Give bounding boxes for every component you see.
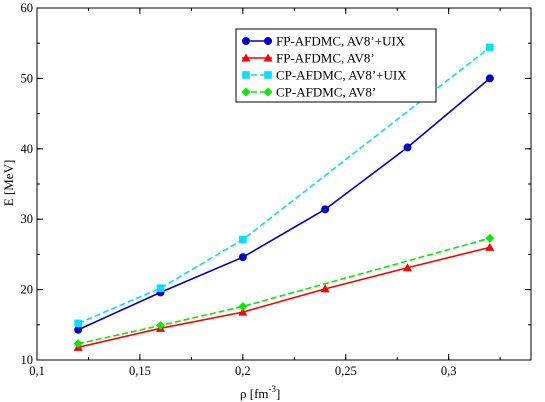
legend-item: FP-AFDMC, AV8’ — [241, 51, 375, 66]
x-tick-label: 0,25 — [335, 364, 357, 378]
legend-item: FP-AFDMC, AV8’+UIX — [242, 34, 406, 49]
y-tick-label: 60 — [21, 1, 34, 15]
data-point — [74, 319, 82, 328]
legend-marker — [263, 87, 273, 97]
axis-ticks — [36, 7, 531, 361]
data-point — [156, 284, 165, 292]
data-point — [485, 74, 494, 83]
legend-item: CP-AFDMC, AV8’ — [241, 85, 376, 100]
legend-label: FP-AFDMC, AV8’ — [276, 51, 375, 66]
data-point — [239, 235, 247, 244]
x-axis-label: ρ [fm-3] — [240, 384, 280, 401]
data-point — [238, 307, 248, 316]
legend-marker — [263, 53, 273, 62]
legend-label: CP-AFDMC, AV8’+UIX — [276, 68, 407, 83]
series-line — [77, 237, 491, 345]
data-point — [238, 253, 247, 262]
legend-marker — [264, 71, 272, 79]
series-0 — [74, 74, 494, 334]
legend-marker — [242, 71, 250, 79]
y-tick-label: 40 — [21, 142, 34, 156]
series-line — [77, 77, 491, 331]
x-axis-label-main: ρ [fm — [240, 386, 269, 401]
legend-label: CP-AFDMC, AV8’ — [276, 85, 376, 100]
data-point — [486, 43, 494, 52]
series-2 — [74, 43, 494, 328]
legend: FP-AFDMC, AV8’+UIX FP-AFDMC, AV8’ CP-AFDMC… — [235, 28, 437, 103]
x-tick-label: 0,15 — [129, 364, 151, 378]
y-tick-label: 50 — [21, 71, 34, 85]
data-point — [485, 233, 495, 243]
data-point — [403, 263, 412, 272]
x-tick-label: 0,2 — [235, 364, 251, 378]
y-tick-label: 10 — [21, 353, 34, 367]
legend-marker — [241, 53, 251, 62]
legend-marker — [242, 37, 250, 45]
y-tick-label: 20 — [21, 283, 34, 297]
x-tick-label: 0,1 — [29, 364, 45, 378]
x-tick-label: 0,3 — [441, 364, 457, 378]
data-point — [485, 242, 495, 251]
axis-tick-labels: 0,1 0,15 0,2 0,25 0,3 10 20 30 40 50 60 — [21, 1, 457, 378]
data-point — [403, 143, 412, 152]
legend-label: FP-AFDMC, AV8’+UIX — [276, 34, 406, 49]
data-point — [321, 205, 330, 214]
data-point — [238, 301, 248, 311]
series-1 — [73, 242, 495, 351]
y-tick-label: 30 — [21, 212, 34, 226]
series-layer — [73, 43, 495, 351]
data-point — [156, 321, 165, 331]
legend-item: CP-AFDMC, AV8’+UIX — [242, 68, 407, 83]
data-point — [320, 284, 330, 293]
series-line — [77, 246, 491, 349]
series-line — [77, 46, 491, 325]
legend-marker — [241, 87, 251, 97]
x-axis-label-end: ] — [276, 386, 280, 401]
x-axis-label-superscript: -3 — [269, 384, 277, 394]
y-axis-label: E [MeV] — [1, 160, 16, 207]
data-point — [74, 325, 83, 334]
legend-marker — [264, 37, 272, 45]
data-point — [73, 339, 83, 349]
series-3 — [73, 233, 495, 349]
